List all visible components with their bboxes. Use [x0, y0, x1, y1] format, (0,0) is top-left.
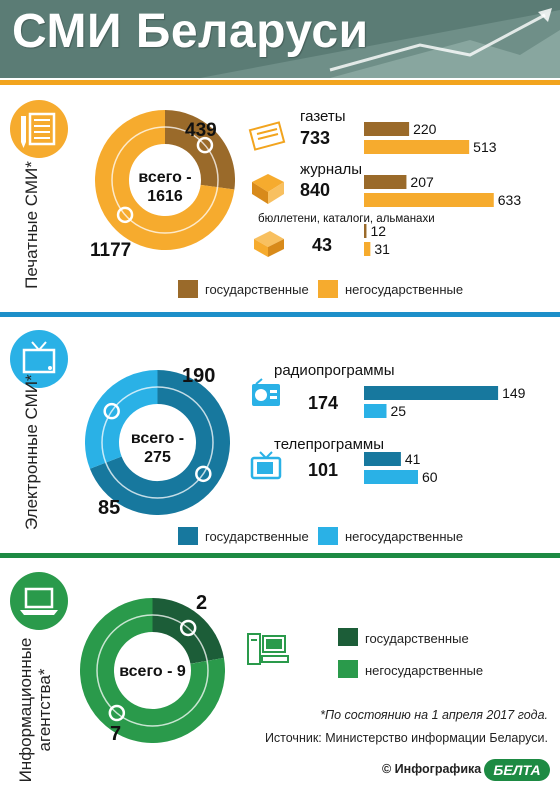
credit-text: © Инфографика	[382, 762, 482, 776]
agencies-legend-nonstate: негосударственные	[365, 663, 484, 678]
electronic-section-line	[0, 312, 560, 317]
electronic-legend-nonstate-swatch	[318, 527, 338, 545]
print-donut: всего - 1616	[95, 110, 235, 250]
agencies-nonstate-value: 7	[110, 723, 122, 745]
print-donut-inner-ring	[111, 126, 219, 234]
electronic-item-1-total: 174	[308, 393, 339, 413]
radio-icon	[252, 378, 280, 406]
agencies-label-line1: Информационные	[16, 637, 35, 783]
print-bar-label-1-state: 220	[413, 121, 437, 137]
electronic-bar-2-nonstate	[364, 470, 418, 484]
magazine-icon	[252, 174, 284, 204]
print-bar-1-nonstate	[364, 140, 470, 154]
agencies-donut-marker-state	[179, 619, 197, 637]
print-bar-label-1-nonstate: 513	[473, 139, 497, 155]
electronic-donut-marker-nonstate	[103, 402, 120, 420]
print-legend-state: государственные	[205, 282, 309, 297]
agencies-legend-nonstate-swatch	[338, 660, 358, 678]
electronic-legend-state-swatch	[178, 527, 198, 545]
agencies-label-line2: агентства*	[35, 668, 54, 752]
electronic-bar-2-state	[364, 452, 401, 466]
agencies-total-text: всего - 9	[119, 663, 186, 680]
header-background	[0, 0, 560, 78]
electronic-item-1-name: радиопрограммы	[274, 362, 395, 379]
print-total-text: всего -	[138, 169, 191, 186]
print-item-3-total: 43	[312, 235, 333, 255]
agencies-section-label: Информационные агентства*	[16, 635, 54, 785]
laptop-icon	[20, 587, 58, 615]
footnote: *По состоянию на 1 апреля 2017 года.	[320, 708, 548, 722]
print-bar-chart: 220 513 207 633 12 31	[364, 121, 522, 257]
agencies-state-value: 2	[196, 592, 208, 614]
print-bar-2-state	[364, 175, 407, 189]
agencies-section-line	[0, 553, 560, 558]
print-total-value: 1616	[147, 188, 183, 205]
agencies-donut: всего - 9	[80, 598, 225, 743]
print-bar-3-nonstate	[364, 242, 371, 256]
print-item-1-name: газеты	[300, 108, 346, 125]
newspaper-icon	[248, 121, 286, 151]
print-bar-label-3-state: 12	[370, 223, 386, 239]
print-item-2-total: 840	[300, 180, 331, 200]
electronic-legend-state: государственные	[205, 529, 309, 544]
electronic-bar-label-2-nonstate: 60	[422, 469, 438, 485]
agencies-donut-inner-ring	[96, 614, 209, 727]
print-section-line	[0, 80, 560, 85]
electronic-donut: всего - 275	[85, 370, 230, 515]
print-item-3-name: бюллетени, каталоги, альманахи	[258, 213, 435, 225]
print-bar-1-state	[364, 122, 410, 136]
electronic-item-2-name: телепрограммы	[274, 436, 385, 453]
print-state-value: 439	[185, 120, 217, 141]
print-legend-nonstate-swatch	[318, 280, 338, 298]
belta-logo: БЕЛТА	[484, 759, 550, 781]
electronic-donut-inner-ring	[101, 386, 214, 499]
print-section-label: Печатные СМИ*	[22, 161, 41, 289]
electronic-legend-nonstate: негосударственные	[345, 529, 464, 544]
print-bar-2-nonstate	[364, 193, 494, 207]
print-item-2-name: журналы	[300, 161, 363, 178]
agencies-legend-state-swatch	[338, 628, 358, 646]
electronic-bar-1-state	[364, 386, 499, 400]
electronic-donut-marker-state	[195, 465, 212, 483]
electronic-state-value: 190	[182, 365, 216, 387]
page-title: СМИ Беларуси	[12, 5, 369, 58]
book-icon	[254, 231, 284, 257]
agencies-icon-circle	[10, 572, 68, 630]
document-icon	[21, 112, 56, 148]
belta-logo-text: БЕЛТА	[493, 762, 541, 778]
electronic-bar-1-nonstate	[364, 404, 387, 418]
electronic-total-value: 275	[144, 449, 171, 466]
electronic-nonstate-value: 85	[98, 497, 121, 519]
print-legend-state-swatch	[178, 280, 198, 298]
print-bar-label-3-nonstate: 31	[374, 241, 390, 257]
print-nonstate-value: 1177	[90, 240, 132, 261]
print-item-1-total: 733	[300, 128, 331, 148]
electronic-bar-label-2-state: 41	[405, 451, 421, 467]
electronic-total-text: всего -	[131, 430, 184, 447]
print-icon-circle	[10, 100, 68, 158]
electronic-item-2-total: 101	[308, 460, 339, 480]
print-donut-marker-state	[196, 136, 214, 154]
print-donut-marker-nonstate	[116, 206, 134, 224]
electronic-bar-label-1-nonstate: 25	[391, 403, 407, 419]
print-legend-nonstate: негосударственные	[345, 282, 464, 297]
tv-small-icon	[250, 451, 282, 480]
source-text: Источник: Министерство информации Белару…	[264, 731, 548, 745]
print-bar-label-2-state: 207	[410, 174, 434, 190]
electronic-icon-circle	[10, 330, 68, 388]
header-banner: СМИ Беларуси	[0, 0, 560, 78]
print-bar-3-state	[364, 224, 367, 238]
agencies-legend-state: государственные	[365, 631, 469, 646]
tv-icon	[22, 341, 56, 374]
electronic-bar-label-1-state: 149	[502, 385, 526, 401]
electronic-section-label: Электронные СМИ*	[22, 374, 41, 530]
agencies-donut-marker-nonstate	[108, 704, 126, 722]
computer-icon	[247, 633, 289, 665]
print-bar-label-2-nonstate: 633	[498, 192, 522, 208]
